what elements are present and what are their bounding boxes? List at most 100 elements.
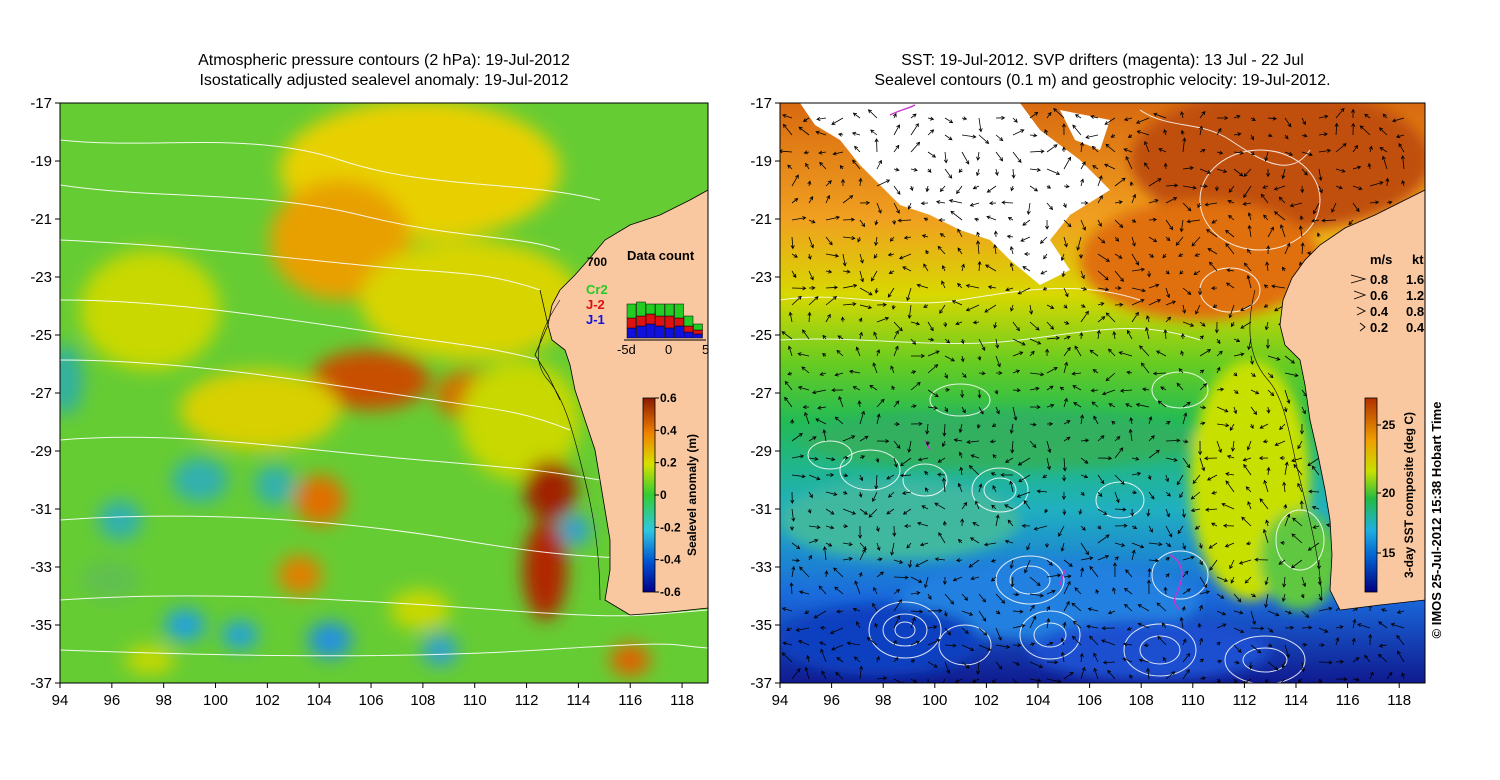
velocity-arrow	[791, 270, 797, 279]
velocity-arrow	[948, 199, 963, 204]
velocity-arrow	[941, 264, 946, 272]
velocity-arrow	[1063, 671, 1074, 680]
velocity-arrow	[1198, 440, 1203, 456]
velocity-arrow	[1180, 333, 1185, 340]
velocity-arrow	[990, 576, 997, 582]
velocity-arrow	[994, 168, 999, 177]
velocity-arrow	[1216, 338, 1221, 345]
right-y-tick-label: -23	[750, 269, 772, 286]
velocity-arrow	[1104, 117, 1116, 125]
velocity-arrow	[1178, 253, 1184, 257]
velocity-arrow	[976, 151, 981, 161]
velocity-arrow	[1046, 617, 1051, 629]
velocity-arrow	[1179, 616, 1184, 629]
velocity-arrow	[1097, 474, 1105, 485]
velocity-arrow	[893, 559, 904, 564]
velocity-arrow	[995, 593, 1006, 604]
velocity-arrow	[1243, 678, 1252, 683]
velocity-arrow	[1284, 389, 1291, 405]
velocity-arrow	[1267, 610, 1280, 617]
velocity-arrow	[1105, 312, 1116, 323]
velocity-arrow	[1175, 236, 1184, 246]
velocity-arrow	[1250, 626, 1265, 631]
velocity-arrow	[1124, 603, 1133, 612]
velocity-arrow	[1273, 211, 1286, 221]
velocity-arrow	[1131, 287, 1146, 293]
velocity-arrow	[1260, 193, 1269, 204]
velocity-arrow	[915, 559, 929, 567]
velocity-arrow	[976, 240, 981, 255]
velocity-arrow	[870, 270, 878, 282]
velocity-arrow	[899, 473, 912, 478]
velocity-arrow	[1148, 491, 1155, 500]
velocity-arrow	[1208, 261, 1218, 272]
velocity-arrow	[1378, 643, 1388, 648]
velocity-arrow	[971, 678, 980, 683]
velocity-arrow	[808, 195, 814, 204]
velocity-arrow	[1061, 123, 1066, 136]
velocity-arrow	[874, 138, 879, 153]
velocity-arrow	[983, 542, 997, 547]
velocity-arrow	[1148, 542, 1163, 547]
velocity-arrow	[1281, 593, 1286, 603]
velocity-arrow	[825, 508, 835, 515]
velocity-arrow	[1178, 368, 1184, 374]
velocity-arrow	[1264, 321, 1269, 331]
velocity-arrow	[808, 554, 812, 561]
velocity-arrow	[927, 337, 935, 342]
left-x-tick-label: 100	[203, 692, 228, 709]
velocity-arrow	[825, 269, 833, 274]
velocity-arrow	[835, 672, 844, 680]
velocity-arrow	[1024, 559, 1031, 574]
velocity-arrow	[942, 576, 947, 586]
velocity-arrow	[954, 678, 963, 683]
velocity-arrow	[927, 405, 938, 410]
velocity-arrow	[1114, 200, 1123, 205]
velocity-arrow	[808, 539, 819, 544]
left-x-tick-label: 106	[359, 692, 384, 709]
velocity-arrow	[1233, 372, 1238, 377]
velocity-arrow	[1247, 224, 1252, 238]
velocity-arrow	[842, 524, 849, 529]
velocity-arrow	[1063, 219, 1072, 228]
velocity-arrow	[965, 304, 980, 312]
velocity-arrow	[815, 418, 827, 425]
velocity-arrow	[1165, 183, 1179, 188]
velocity-arrow	[1192, 474, 1201, 485]
velocity-arrow	[1087, 607, 1099, 612]
data-count-bar-segment	[664, 303, 675, 317]
data-count-bar-segment	[645, 313, 656, 325]
velocity-arrow	[1221, 503, 1235, 510]
velocity-arrow	[1114, 236, 1120, 242]
velocity-arrow	[993, 321, 998, 329]
velocity-arrow	[989, 439, 997, 444]
velocity-arrow	[1207, 248, 1218, 255]
velocity-arrow	[1012, 678, 1018, 683]
velocity-arrow	[1182, 137, 1187, 153]
velocity-arrow	[1250, 593, 1257, 598]
data-count-bar-segment	[636, 325, 646, 339]
velocity-arrow	[1369, 200, 1380, 205]
velocity-arrow	[1233, 338, 1241, 343]
velocity-arrow	[852, 607, 861, 612]
velocity-arrow	[1206, 474, 1218, 481]
velocity-legend-kt: 1.2	[1406, 288, 1424, 303]
velocity-arrow	[1400, 154, 1405, 170]
velocity-arrow	[1281, 266, 1286, 272]
velocity-arrow	[1147, 474, 1152, 481]
right-x-tick-label: 98	[875, 692, 892, 709]
velocity-arrow	[1228, 304, 1235, 319]
velocity-arrow	[791, 508, 796, 522]
velocity-arrow	[908, 559, 913, 569]
velocity-arrow	[1225, 242, 1235, 255]
velocity-arrow	[1335, 677, 1348, 682]
velocity-arrow	[1118, 351, 1133, 357]
velocity-arrow	[859, 287, 873, 296]
velocity-arrow	[937, 245, 946, 255]
velocity-arrow	[1063, 236, 1068, 248]
velocity-arrow	[1135, 402, 1150, 408]
velocity-arrow	[1097, 456, 1113, 461]
velocity-arrow	[1199, 383, 1208, 391]
velocity-arrow	[1029, 304, 1034, 315]
velocity-arrow	[1247, 501, 1252, 510]
